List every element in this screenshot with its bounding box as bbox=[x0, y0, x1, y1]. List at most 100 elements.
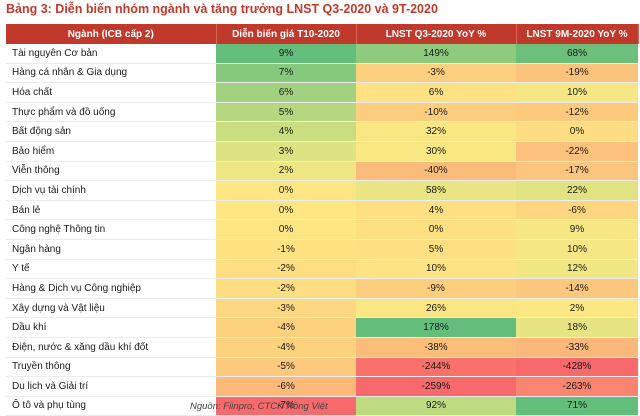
industry-name-cell: Viễn thông bbox=[6, 161, 216, 182]
industry-name-cell: Bán lẻ bbox=[6, 200, 216, 221]
table-title: Bảng 3: Diễn biến nhóm ngành và tăng trư… bbox=[6, 2, 438, 16]
price-change-cell: 5% bbox=[216, 102, 356, 123]
price-change-cell: -5% bbox=[216, 357, 356, 378]
q3-profit-growth-cell: 58% bbox=[356, 180, 516, 201]
industry-name-cell: Công nghệ Thông tin bbox=[6, 219, 216, 240]
header-q3-profit[interactable]: LNST Q3-2020 YoY % bbox=[356, 24, 517, 44]
table-body: Tài nguyên Cơ bản 9% 149% 68% Hàng cá nhân &… bbox=[6, 44, 638, 416]
nine-month-profit-growth-cell: -22% bbox=[516, 141, 638, 162]
price-change-cell: 3% bbox=[216, 141, 356, 162]
table-row: Viễn thông 2% -40% -17% bbox=[6, 161, 638, 182]
price-change-cell: -1% bbox=[216, 239, 356, 260]
industry-name-cell: Điện, nước & xăng dầu khí đốt bbox=[6, 337, 216, 358]
nine-month-profit-growth-cell: 10% bbox=[516, 82, 638, 103]
q3-profit-growth-cell: -259% bbox=[356, 376, 516, 397]
q3-profit-growth-cell: -244% bbox=[356, 357, 516, 378]
nine-month-profit-growth-cell: -6% bbox=[516, 200, 638, 221]
q3-profit-growth-cell: 4% bbox=[356, 200, 516, 221]
table-row: Tài nguyên Cơ bản 9% 149% 68% bbox=[6, 44, 638, 64]
table-row: Du lịch và Giải trí -6% -259% -263% bbox=[6, 376, 638, 397]
nine-month-profit-growth-cell: -17% bbox=[516, 161, 638, 182]
table-row: Truyền thông -5% -244% -428% bbox=[6, 357, 638, 378]
price-change-cell: 0% bbox=[216, 219, 356, 240]
industry-name-cell: Xây dựng và Vật liệu bbox=[6, 298, 216, 319]
table-row: Công nghệ Thông tin 0% 0% 9% bbox=[6, 219, 638, 240]
q3-profit-growth-cell: -10% bbox=[356, 102, 516, 123]
price-change-cell: -2% bbox=[216, 259, 356, 280]
industry-name-cell: Dầu khí bbox=[6, 317, 216, 338]
table-header: Ngành (ICB cấp 2) Diễn biến giá T10-2020… bbox=[6, 24, 639, 44]
nine-month-profit-growth-cell: -33% bbox=[516, 337, 638, 358]
q3-profit-growth-cell: 6% bbox=[356, 82, 516, 103]
nine-month-profit-growth-cell: 18% bbox=[516, 317, 638, 338]
table-row: Hóa chất 6% 6% 10% bbox=[6, 82, 638, 103]
nine-month-profit-growth-cell: 22% bbox=[516, 180, 638, 201]
table-row: Bảo hiểm 3% 30% -22% bbox=[6, 141, 638, 162]
q3-profit-growth-cell: 149% bbox=[356, 44, 516, 64]
table-row: Y tế -2% 10% 12% bbox=[6, 259, 638, 280]
table-row: Ngân hàng -1% 5% 10% bbox=[6, 239, 638, 260]
q3-profit-growth-cell: -40% bbox=[356, 161, 516, 182]
price-change-cell: 0% bbox=[216, 180, 356, 201]
table-row: Bất động sản 4% 32% 0% bbox=[6, 121, 638, 142]
price-change-cell: -4% bbox=[216, 337, 356, 358]
price-change-cell: 6% bbox=[216, 82, 356, 103]
industry-name-cell: Hàng & Dịch vụ Công nghiệp bbox=[6, 278, 216, 299]
industry-table: Ngành (ICB cấp 2) Diễn biến giá T10-2020… bbox=[6, 24, 639, 416]
table-row: Bán lẻ 0% 4% -6% bbox=[6, 200, 638, 221]
industry-name-cell: Bất động sản bbox=[6, 121, 216, 142]
industry-name-cell: Dịch vụ tài chính bbox=[6, 180, 216, 201]
q3-profit-growth-cell: -3% bbox=[356, 63, 516, 84]
nine-month-profit-growth-cell: 71% bbox=[516, 396, 638, 416]
nine-month-profit-growth-cell: 0% bbox=[516, 121, 638, 142]
price-change-cell: -2% bbox=[216, 278, 356, 299]
q3-profit-growth-cell: 26% bbox=[356, 298, 516, 319]
q3-profit-growth-cell: 5% bbox=[356, 239, 516, 260]
q3-profit-growth-cell: 178% bbox=[356, 317, 516, 338]
industry-name-cell: Ô tô và phụ tùng bbox=[6, 396, 216, 416]
industry-name-cell: Hóa chất bbox=[6, 82, 216, 103]
industry-name-cell: Ngân hàng bbox=[6, 239, 216, 260]
nine-month-profit-growth-cell: -428% bbox=[516, 357, 638, 378]
table-row: Điện, nước & xăng dầu khí đốt -4% -38% -33% bbox=[6, 337, 638, 358]
q3-profit-growth-cell: 0% bbox=[356, 219, 516, 240]
price-change-cell: -4% bbox=[216, 317, 356, 338]
q3-profit-growth-cell: -9% bbox=[356, 278, 516, 299]
nine-month-profit-growth-cell: 68% bbox=[516, 44, 638, 64]
table-row: Dịch vụ tài chính 0% 58% 22% bbox=[6, 180, 638, 201]
price-change-cell: -3% bbox=[216, 298, 356, 319]
header-9m-profit[interactable]: LNST 9M-2020 YoY % bbox=[516, 24, 639, 44]
industry-name-cell: Bảo hiểm bbox=[6, 141, 216, 162]
nine-month-profit-growth-cell: -263% bbox=[516, 376, 638, 397]
industry-name-cell: Hàng cá nhân & Gia dụng bbox=[6, 63, 216, 84]
industry-name-cell: Truyền thông bbox=[6, 357, 216, 378]
price-change-cell: 4% bbox=[216, 121, 356, 142]
industry-name-cell: Thực phẩm và đồ uống bbox=[6, 102, 216, 123]
q3-profit-growth-cell: 10% bbox=[356, 259, 516, 280]
q3-profit-growth-cell: 32% bbox=[356, 121, 516, 142]
table-row: Xây dựng và Vật liệu -3% 26% 2% bbox=[6, 298, 638, 319]
price-change-cell: 0% bbox=[216, 200, 356, 221]
price-change-cell: 9% bbox=[216, 44, 356, 64]
price-change-cell: 2% bbox=[216, 161, 356, 182]
industry-name-cell: Y tế bbox=[6, 259, 216, 280]
nine-month-profit-growth-cell: 2% bbox=[516, 298, 638, 319]
nine-month-profit-growth-cell: 9% bbox=[516, 219, 638, 240]
table-row: Dầu khí -4% 178% 18% bbox=[6, 317, 638, 338]
header-industry[interactable]: Ngành (ICB cấp 2) bbox=[6, 24, 217, 44]
q3-profit-growth-cell: 30% bbox=[356, 141, 516, 162]
nine-month-profit-growth-cell: -14% bbox=[516, 278, 638, 299]
q3-profit-growth-cell: -38% bbox=[356, 337, 516, 358]
price-change-cell: -7% bbox=[216, 396, 356, 416]
nine-month-profit-growth-cell: -19% bbox=[516, 63, 638, 84]
table-row: Hàng & Dịch vụ Công nghiệp -2% -9% -14% bbox=[6, 278, 638, 299]
price-change-cell: -6% bbox=[216, 376, 356, 397]
table-row: Thực phẩm và đồ uống 5% -10% -12% bbox=[6, 102, 638, 123]
header-price-change[interactable]: Diễn biến giá T10-2020 bbox=[216, 24, 357, 44]
nine-month-profit-growth-cell: 10% bbox=[516, 239, 638, 260]
source-note: Nguồn: Fiinpro, CTCK Rồng Việt bbox=[190, 401, 328, 412]
table-row: Ô tô và phụ tùng -7% 92% 71% bbox=[6, 396, 638, 416]
industry-name-cell: Tài nguyên Cơ bản bbox=[6, 44, 216, 64]
nine-month-profit-growth-cell: -12% bbox=[516, 102, 638, 123]
table-row: Hàng cá nhân & Gia dụng 7% -3% -19% bbox=[6, 63, 638, 84]
